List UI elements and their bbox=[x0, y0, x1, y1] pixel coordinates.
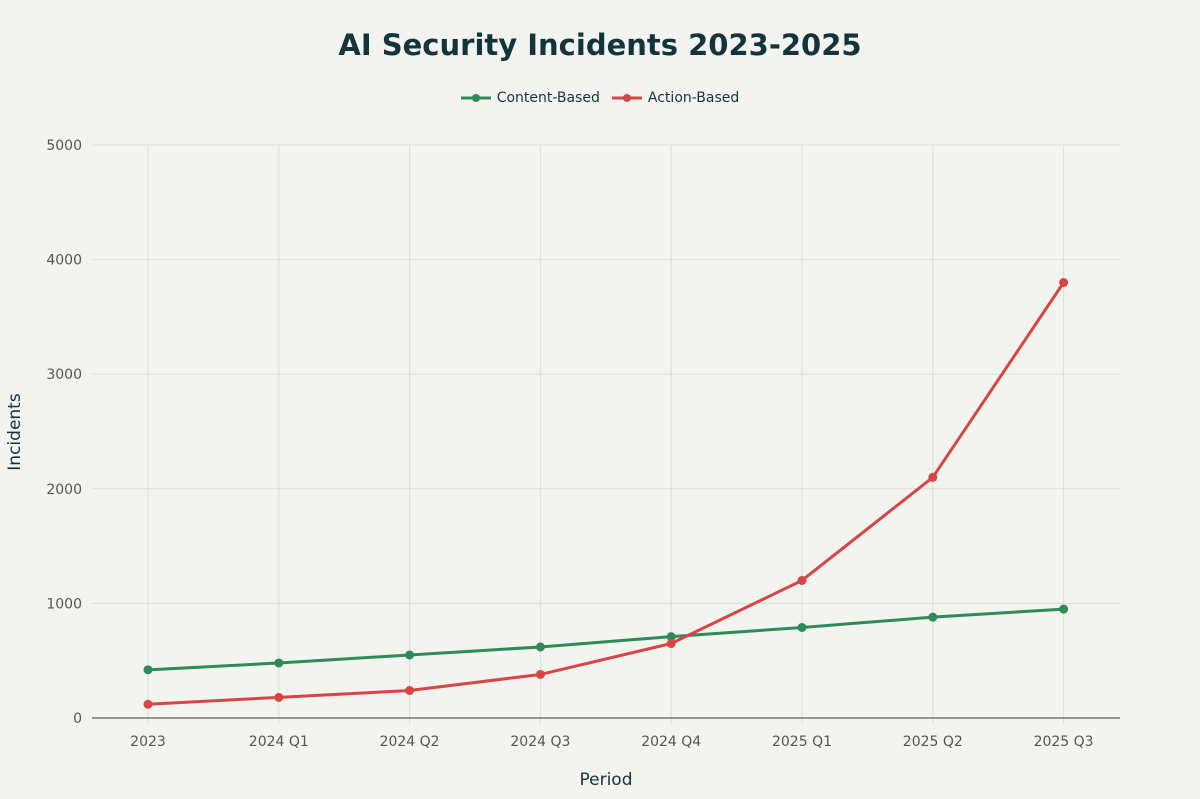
data-point-content-based bbox=[405, 650, 415, 660]
legend-label: Content-Based bbox=[496, 90, 600, 106]
x-tick-label: 2024 Q4 bbox=[641, 734, 701, 750]
data-point-action-based bbox=[928, 472, 938, 482]
y-tick-label: 2000 bbox=[46, 482, 82, 498]
data-point-action-based bbox=[666, 639, 676, 649]
legend-marker-content-based bbox=[460, 94, 491, 102]
legend: Content-Based Action-Based bbox=[0, 90, 1200, 106]
data-point-content-based bbox=[797, 622, 807, 632]
data-point-content-based bbox=[535, 642, 545, 652]
y-tick-label: 3000 bbox=[46, 367, 82, 383]
y-tick-label: 5000 bbox=[46, 138, 82, 154]
data-point-content-based bbox=[274, 658, 284, 668]
x-tick-label: 2023 bbox=[130, 734, 166, 750]
legend-marker-action-based bbox=[611, 94, 642, 102]
data-point-action-based bbox=[143, 699, 153, 709]
y-tick-label: 0 bbox=[73, 711, 82, 727]
data-point-action-based bbox=[405, 685, 415, 695]
data-point-content-based bbox=[928, 612, 938, 622]
data-point-content-based bbox=[666, 632, 676, 642]
chart-title: AI Security Incidents 2023-2025 bbox=[338, 28, 862, 62]
y-axis-label: Incidents bbox=[5, 393, 25, 471]
x-tick-label: 2025 Q1 bbox=[772, 734, 832, 750]
y-tick-label: 4000 bbox=[46, 253, 82, 269]
series-line-content-based bbox=[147, 607, 1064, 672]
data-point-action-based bbox=[535, 669, 545, 679]
legend-item-action-based[interactable]: Action-Based bbox=[611, 90, 740, 106]
x-tick-label: 2025 Q3 bbox=[1034, 734, 1094, 750]
data-point-action-based bbox=[1059, 278, 1069, 288]
data-point-content-based bbox=[1059, 604, 1069, 614]
x-tick-label: 2024 Q1 bbox=[249, 734, 309, 750]
x-tick-label: 2024 Q3 bbox=[510, 734, 570, 750]
data-point-content-based bbox=[143, 665, 153, 675]
x-axis-label: Period bbox=[579, 770, 632, 790]
x-tick-label: 2024 Q2 bbox=[380, 734, 440, 750]
legend-item-content-based[interactable]: Content-Based bbox=[460, 90, 600, 106]
series-line-action-based bbox=[147, 281, 1065, 706]
data-point-action-based bbox=[797, 575, 807, 585]
x-tick-label: 2025 Q2 bbox=[903, 734, 963, 750]
legend-label: Action-Based bbox=[647, 90, 740, 106]
data-point-action-based bbox=[274, 692, 284, 702]
y-tick-label: 1000 bbox=[46, 596, 82, 612]
